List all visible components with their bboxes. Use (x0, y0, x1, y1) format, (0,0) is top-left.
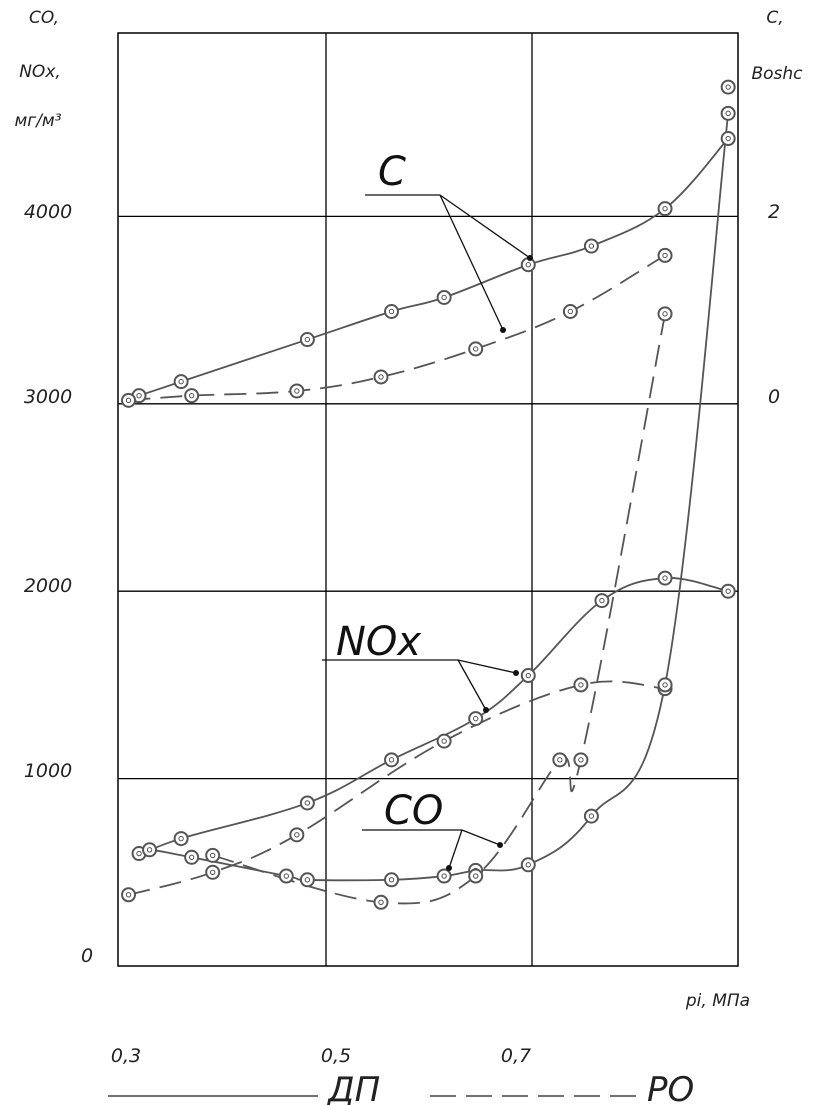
data-point (121, 392, 137, 408)
series-line-c-dp (138, 137, 729, 397)
data-point (373, 894, 389, 910)
data-point (657, 677, 673, 693)
data-point (142, 842, 158, 858)
left-tick-label: 0 (81, 945, 93, 967)
data-point (184, 849, 200, 865)
left-tick-label: 3000 (24, 386, 72, 408)
x-axis-label: pi, МПа (685, 991, 750, 1011)
curve-name-text: NOx (336, 619, 421, 665)
data-point (520, 668, 536, 684)
data-point (436, 289, 452, 305)
data-point (720, 79, 736, 95)
x-tick-label: 0,5 (321, 1045, 351, 1067)
data-point (594, 593, 610, 609)
data-point (657, 306, 673, 322)
data-point (657, 201, 673, 217)
data-point (583, 808, 599, 824)
left-tick-label: 4000 (24, 201, 72, 223)
curve-name-text: C (378, 149, 406, 195)
curve-label-c: C (365, 149, 533, 333)
curve-name-text: CO (384, 788, 443, 834)
left-tick-label: 2000 (24, 575, 72, 597)
data-point (573, 752, 589, 768)
data-point (384, 304, 400, 319)
data-point (299, 332, 315, 348)
data-point (720, 131, 736, 147)
data-point (657, 570, 673, 586)
data-point (583, 238, 599, 254)
data-point (720, 105, 736, 121)
right-axis-label-line-1: C, (766, 8, 783, 28)
left-axis-label-line-1: CO, (29, 8, 59, 28)
data-point (720, 583, 736, 599)
left-axis-label-line-3: мг/м³ (14, 111, 61, 131)
data-point (552, 752, 568, 768)
data-point (436, 733, 452, 749)
left-tick-label: 1000 (24, 760, 72, 782)
curve-label-nox: NOx (322, 619, 519, 713)
legend-label: ДП (326, 1070, 380, 1105)
right-tick-label: 2 (768, 201, 780, 223)
data-point (173, 831, 189, 847)
data-point (573, 677, 589, 693)
left-axis-label-line-2: NOx, (19, 62, 61, 82)
data-point (205, 847, 221, 863)
data-point (299, 795, 315, 811)
grid (117, 32, 739, 967)
right-axis-label-line-2: Boshc (751, 64, 803, 84)
data-point (289, 383, 305, 399)
data-point (299, 872, 315, 888)
plot-frame (117, 32, 739, 967)
data-point (436, 868, 452, 884)
data-point (468, 868, 484, 884)
data-point (205, 864, 221, 880)
data-point (184, 388, 200, 404)
x-tick-label: 0,3 (111, 1045, 141, 1067)
data-point (468, 341, 484, 357)
data-point (173, 374, 189, 390)
data-point (468, 711, 484, 727)
x-tick-label: 0,7 (501, 1045, 531, 1067)
data-point (657, 247, 673, 263)
series-line-co-dp (138, 113, 730, 882)
curve-label-co: CO (362, 788, 503, 871)
right-tick-label: 0 (768, 386, 780, 408)
data-point (384, 872, 400, 888)
data-point (121, 887, 137, 903)
legend: ДП РО (108, 1070, 694, 1105)
data-point (384, 752, 400, 768)
markers-layer (121, 79, 736, 910)
data-point (373, 369, 389, 385)
legend-label: РО (647, 1070, 694, 1105)
data-point (278, 868, 294, 884)
data-point (520, 857, 536, 873)
data-point (289, 827, 305, 843)
data-point (562, 304, 578, 319)
series-line-c-ro (128, 254, 666, 402)
series-layer (128, 113, 730, 905)
